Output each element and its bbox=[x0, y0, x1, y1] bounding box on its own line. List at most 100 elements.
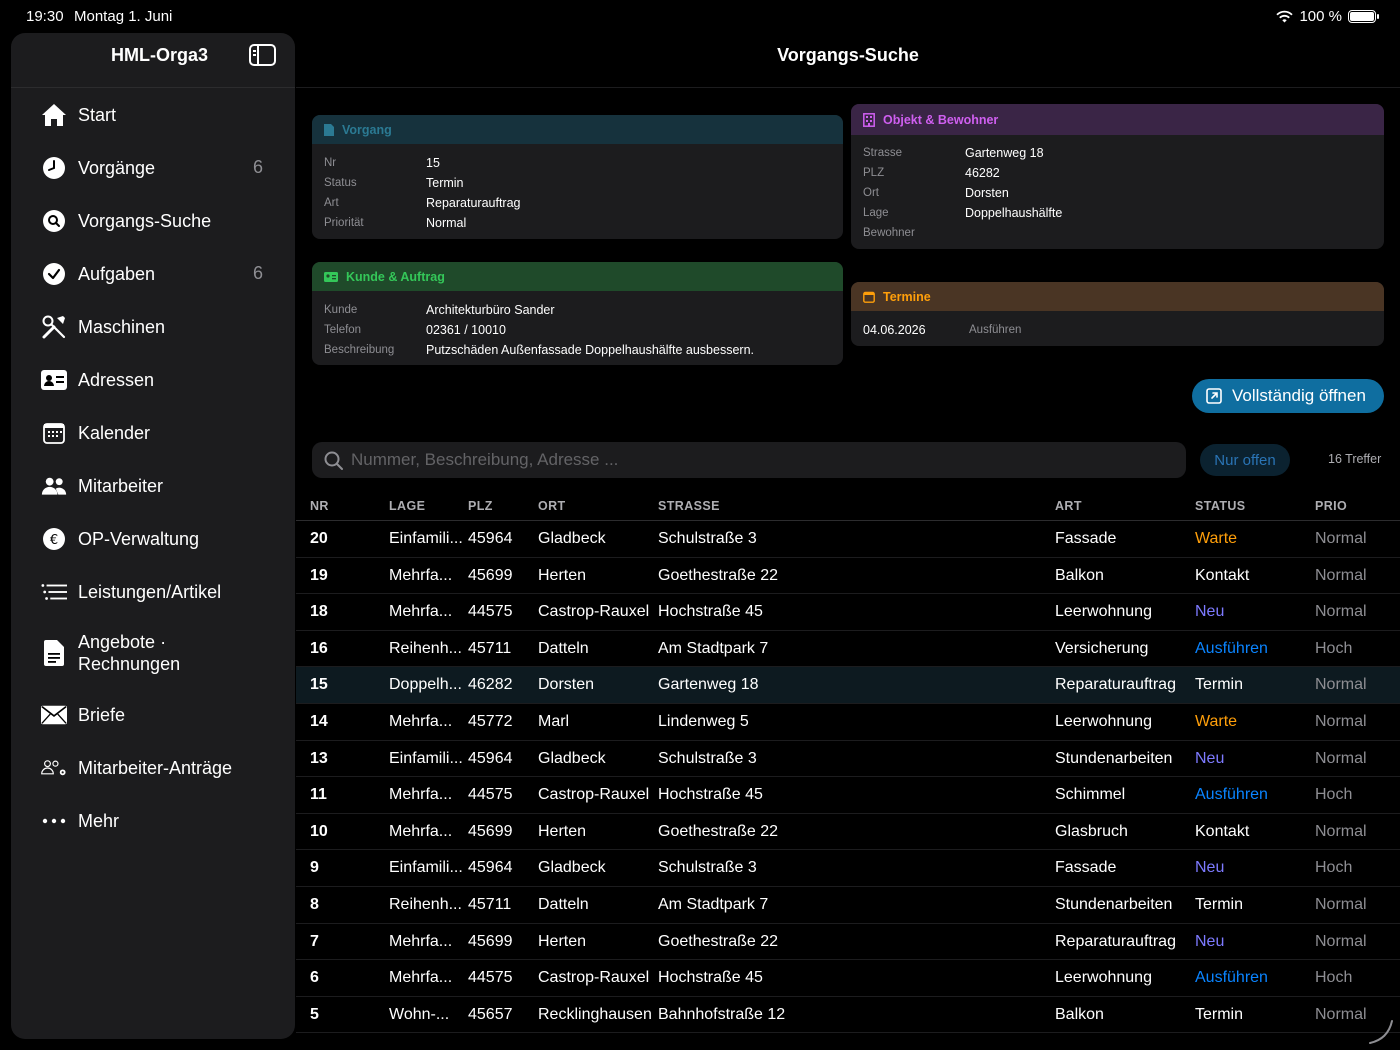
open-full-label: Vollständig öffnen bbox=[1232, 386, 1366, 405]
sidebar-item-briefe[interactable]: Briefe bbox=[11, 688, 295, 741]
main-header: Vorgangs-Suche bbox=[296, 33, 1400, 88]
table-row[interactable]: 16 Reihenh... 45711 Datteln Am Stadtpark 7 Ve… bbox=[296, 631, 1400, 668]
cell-strasse: Hochstraße 45 bbox=[658, 786, 763, 804]
table-row[interactable]: 8 Reihenh... 45711 Datteln Am Stadtpark 7 Stu… bbox=[296, 887, 1400, 924]
termine-card-title: Termine bbox=[883, 289, 931, 304]
cell-strasse: Goethestraße 22 bbox=[658, 822, 779, 840]
sidebar-item-label: Mitarbeiter bbox=[78, 475, 164, 496]
table-row[interactable]: 10 Mehrfa... 45699 Herten Goethestraße 22 Gla… bbox=[296, 814, 1400, 851]
table-row[interactable]: 18 Mehrfa... 44575 Castrop-Rauxel Hochstraße… bbox=[296, 594, 1400, 631]
checkmark-circle-icon bbox=[41, 261, 67, 287]
cell-plz: 45699 bbox=[468, 822, 513, 840]
cell-lage: Mehrfa... bbox=[389, 603, 453, 621]
cell-plz: 45699 bbox=[468, 932, 513, 950]
cell-plz: 45772 bbox=[468, 712, 513, 730]
app-title: HML-Orga3 bbox=[111, 45, 209, 65]
field-label: Strasse bbox=[863, 147, 902, 159]
sidebar-item-angebote-rechnungen[interactable]: Angebote · Rechnungen bbox=[11, 618, 295, 688]
cell-ort: Gladbeck bbox=[538, 859, 606, 877]
column-header-nr[interactable]: NR bbox=[310, 499, 329, 513]
cell-ort: Dorsten bbox=[538, 676, 595, 694]
cell-nr: 8 bbox=[310, 895, 319, 913]
table-row[interactable]: 15 Doppelh... 46282 Dorsten Gartenweg 18 Repa… bbox=[296, 667, 1400, 704]
cell-plz: 45711 bbox=[468, 895, 512, 913]
cell-prio: Normal bbox=[1315, 603, 1367, 621]
cell-lage: Reihenh... bbox=[389, 639, 462, 657]
table-row[interactable]: 5 Wohn-... 45657 Recklinghausen Bahnhofstraß… bbox=[296, 997, 1400, 1034]
sidebar-item-start[interactable]: Start bbox=[11, 88, 295, 141]
termin-action: Ausführen bbox=[969, 324, 1022, 336]
column-header-strasse[interactable]: STRASSE bbox=[658, 499, 720, 513]
status-date: Montag 1. Juni bbox=[74, 8, 173, 25]
cell-prio: Hoch bbox=[1315, 786, 1353, 804]
table-row[interactable]: 11 Mehrfa... 44575 Castrop-Rauxel Hochstraße… bbox=[296, 777, 1400, 814]
cell-ort: Datteln bbox=[538, 639, 589, 657]
field-value: Normal bbox=[426, 216, 467, 230]
cell-ort: Herten bbox=[538, 932, 587, 950]
sidebar-item-label: Adressen bbox=[78, 369, 155, 390]
sidebar-item-mitarbeiter[interactable]: Mitarbeiter bbox=[11, 459, 295, 512]
table-row[interactable]: 19 Mehrfa... 45699 Herten Goethestraße 22 Bal… bbox=[296, 558, 1400, 595]
column-header-status[interactable]: STATUS bbox=[1195, 499, 1246, 513]
sidebar-item-vorgangs-suche[interactable]: Vorgangs-Suche bbox=[11, 194, 295, 247]
sidebar-item-label: Maschinen bbox=[78, 316, 166, 337]
table-row[interactable]: 13 Einfamili... 45964 Gladbeck Schulstraße 3… bbox=[296, 741, 1400, 778]
cell-ort: Gladbeck bbox=[538, 749, 606, 767]
cell-status: Ausführen bbox=[1195, 969, 1268, 987]
sidebar-item-leistungen[interactable]: Leistungen/Artikel bbox=[11, 565, 295, 618]
search-input[interactable]: Nummer, Beschreibung, Adresse ... bbox=[312, 442, 1186, 478]
cell-ort: Recklinghausen bbox=[538, 1005, 652, 1023]
cell-status: Ausführen bbox=[1195, 639, 1268, 657]
battery-percent: 100 % bbox=[1299, 8, 1342, 25]
sidebar-item-vorgaenge[interactable]: Vorgänge 6 bbox=[11, 141, 295, 194]
objekt-card-header: Objekt & Bewohner bbox=[851, 104, 1384, 135]
cell-lage: Mehrfa... bbox=[389, 566, 453, 584]
main-content: Vorgangs-Suche Vorgang Nr 15 Status Termin… bbox=[296, 33, 1400, 1050]
filter-open-toggle[interactable]: Nur offen bbox=[1200, 444, 1290, 476]
table-row[interactable]: 6 Mehrfa... 44575 Castrop-Rauxel Hochstraße … bbox=[296, 960, 1400, 997]
sidebar-item-op-verwaltung[interactable]: € OP-Verwaltung bbox=[11, 512, 295, 565]
sidebar-item-adressen[interactable]: Adressen bbox=[11, 353, 295, 406]
open-full-button[interactable]: Vollständig öffnen bbox=[1192, 379, 1384, 413]
sidebar-toggle-icon[interactable] bbox=[249, 44, 276, 66]
document-icon bbox=[324, 123, 334, 136]
cell-nr: 20 bbox=[310, 530, 328, 547]
cell-art: Reparaturauftrag bbox=[1055, 932, 1176, 950]
sidebar-item-mitarbeiter-antraege[interactable]: Mitarbeiter-Anträge bbox=[11, 741, 295, 794]
cell-status: Termin bbox=[1195, 676, 1244, 694]
cell-prio: Normal bbox=[1315, 1005, 1367, 1023]
kunde-card: Kunde & Auftrag Kunde Architekturbüro San… bbox=[312, 262, 843, 365]
sidebar-item-maschinen[interactable]: Maschinen bbox=[11, 300, 295, 353]
sidebar-item-aufgaben[interactable]: Aufgaben 6 bbox=[11, 247, 295, 300]
column-header-prio[interactable]: PRIO bbox=[1315, 499, 1348, 513]
sidebar-item-mehr[interactable]: Mehr bbox=[11, 794, 295, 847]
table-row[interactable]: 7 Mehrfa... 45699 Herten Goethestraße 22 Repa… bbox=[296, 924, 1400, 961]
cell-lage: Mehrfa... bbox=[389, 969, 453, 987]
vorgang-card: Vorgang Nr 15 Status Termin Art Reparaturau… bbox=[312, 115, 843, 239]
sidebar-item-badge: 6 bbox=[252, 263, 263, 283]
table-row[interactable]: 9 Einfamili... 45964 Gladbeck Schulstraße 3 F… bbox=[296, 850, 1400, 887]
field-label: Kunde bbox=[324, 304, 358, 316]
result-count: 16 Treffer bbox=[1328, 452, 1382, 466]
cell-lage: Mehrfa... bbox=[389, 712, 453, 730]
contact-card-icon bbox=[324, 271, 338, 282]
field-value: Doppelhaushälfte bbox=[965, 206, 1063, 220]
status-time: 19:30 bbox=[26, 8, 64, 25]
cell-plz: 45711 bbox=[468, 639, 512, 657]
table-row[interactable]: 14 Mehrfa... 45772 Marl Lindenweg 5 Leerwohnu… bbox=[296, 704, 1400, 741]
resize-handle-icon[interactable] bbox=[1368, 1019, 1394, 1045]
cell-lage: Einfamili... bbox=[389, 859, 463, 877]
column-header-lage[interactable]: LAGE bbox=[389, 499, 426, 513]
cell-art: Schimmel bbox=[1055, 786, 1126, 804]
table-row[interactable]: 20 Einfamili... 45964 Gladbeck Schulstraße 3… bbox=[296, 521, 1400, 558]
field-value: 15 bbox=[426, 156, 440, 170]
column-header-ort[interactable]: ORT bbox=[538, 499, 566, 513]
sidebar-item-kalender[interactable]: Kalender bbox=[11, 406, 295, 459]
cell-prio: Normal bbox=[1315, 566, 1367, 584]
cell-status: Termin bbox=[1195, 1005, 1244, 1023]
field-label: Telefon bbox=[324, 324, 362, 336]
cell-plz: 46282 bbox=[468, 676, 513, 694]
column-header-plz[interactable]: PLZ bbox=[468, 499, 493, 513]
column-header-art[interactable]: ART bbox=[1055, 499, 1082, 513]
cell-prio: Normal bbox=[1315, 530, 1367, 547]
